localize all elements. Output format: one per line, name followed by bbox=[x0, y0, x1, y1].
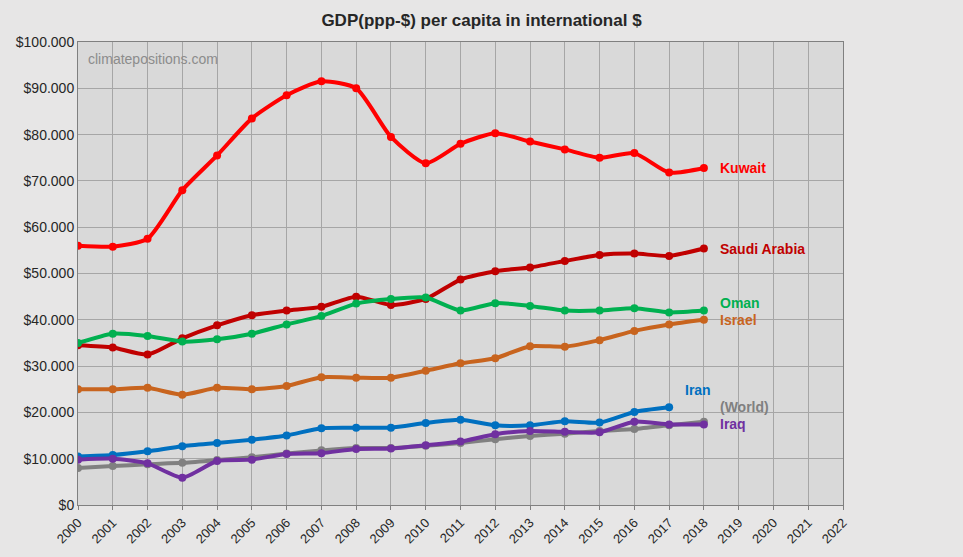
svg-text:$40.000: $40.000 bbox=[24, 312, 75, 328]
svg-text:Oman: Oman bbox=[720, 295, 760, 311]
svg-text:2001: 2001 bbox=[88, 515, 119, 546]
svg-text:$70.000: $70.000 bbox=[24, 173, 75, 189]
svg-text:2004: 2004 bbox=[193, 515, 224, 546]
svg-text:GDP(ppp-$) per capita in inter: GDP(ppp-$) per capita in international $ bbox=[321, 11, 642, 30]
svg-text:2012: 2012 bbox=[471, 515, 502, 546]
svg-text:$60.000: $60.000 bbox=[24, 219, 75, 235]
svg-text:2018: 2018 bbox=[680, 515, 711, 546]
svg-text:Iran: Iran bbox=[685, 382, 711, 398]
svg-text:$50.000: $50.000 bbox=[24, 265, 75, 281]
svg-text:2020: 2020 bbox=[749, 515, 780, 546]
svg-text:$10.000: $10.000 bbox=[24, 451, 75, 467]
svg-text:2008: 2008 bbox=[332, 515, 363, 546]
svg-text:2007: 2007 bbox=[297, 515, 328, 546]
svg-text:2017: 2017 bbox=[645, 515, 676, 546]
svg-text:$90.000: $90.000 bbox=[24, 80, 75, 96]
svg-text:2019: 2019 bbox=[714, 515, 745, 546]
svg-text:2016: 2016 bbox=[610, 515, 641, 546]
svg-text:2013: 2013 bbox=[506, 515, 537, 546]
svg-text:$80.000: $80.000 bbox=[24, 127, 75, 143]
svg-text:Kuwait: Kuwait bbox=[720, 160, 766, 176]
svg-text:2006: 2006 bbox=[262, 515, 293, 546]
svg-text:2011: 2011 bbox=[437, 515, 467, 545]
svg-text:$100.000: $100.000 bbox=[16, 34, 75, 50]
svg-text:$30.000: $30.000 bbox=[24, 358, 75, 374]
svg-text:2003: 2003 bbox=[158, 515, 189, 546]
svg-text:2002: 2002 bbox=[123, 515, 154, 546]
svg-text:2015: 2015 bbox=[575, 515, 606, 546]
svg-text:2010: 2010 bbox=[401, 515, 432, 546]
svg-text:2022: 2022 bbox=[819, 515, 850, 546]
svg-text:2009: 2009 bbox=[367, 515, 398, 546]
svg-text:(World): (World) bbox=[720, 399, 769, 415]
svg-text:2021: 2021 bbox=[784, 515, 815, 546]
svg-text:2014: 2014 bbox=[540, 515, 571, 546]
svg-text:$20.000: $20.000 bbox=[24, 404, 75, 420]
svg-text:$0: $0 bbox=[59, 497, 75, 513]
svg-text:2000: 2000 bbox=[54, 515, 85, 546]
svg-text:Saudi Arabia: Saudi Arabia bbox=[720, 241, 805, 257]
svg-text:climatepositions.com: climatepositions.com bbox=[88, 51, 218, 67]
svg-text:Iraq: Iraq bbox=[720, 416, 746, 432]
svg-text:2005: 2005 bbox=[228, 515, 259, 546]
svg-text:Israel: Israel bbox=[720, 312, 757, 328]
